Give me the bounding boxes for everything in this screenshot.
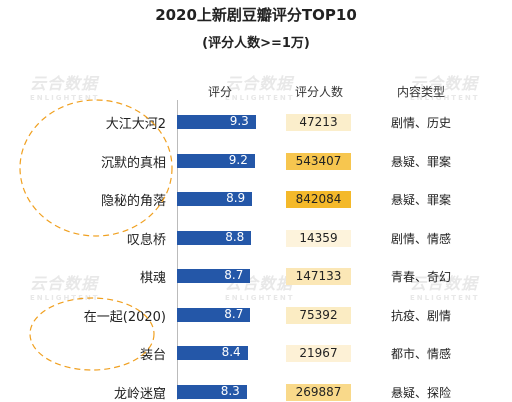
watermark-logo: 云合数据 ENLIGHTENT [225, 74, 295, 102]
rating-bar-track: 9.2 [177, 152, 267, 168]
rating-bar [177, 153, 255, 168]
rating-bar-track: 9.3 [177, 114, 267, 129]
rating-label: 8.7 [224, 268, 244, 282]
rating-bar [177, 115, 256, 129]
rating-bar [177, 346, 248, 360]
rating-label: 8.9 [226, 191, 246, 205]
row-name: 龙岭迷窟 [113, 386, 166, 402]
rating-bar [177, 269, 251, 283]
count-cell: 75392 [286, 306, 351, 324]
rating-label: 8.3 [220, 383, 240, 398]
chart-title: 2020上新剧豆瓣评分TOP10 [155, 6, 357, 24]
rating-bar [177, 384, 247, 399]
rating-label: 9.3 [229, 114, 249, 128]
watermark-logo: 云合数据 ENLIGHTENT [30, 74, 100, 102]
genre-cell: 剧情、情感 [390, 231, 451, 246]
column-header-rating: 评分 [207, 85, 232, 99]
highlight-circle-top [19, 99, 173, 237]
count-cell: 269887 [286, 383, 351, 401]
genre-cell: 悬疑、罪案 [390, 193, 451, 207]
row-name: 隐秘的角落 [100, 194, 166, 209]
column-header-genre: 内容类型 [396, 85, 445, 99]
watermark-logo: 云合数据 ENLIGHTENT [410, 74, 480, 102]
rating-label: 8.8 [225, 229, 245, 244]
row-name: 大江大河2 [105, 117, 166, 132]
genre-cell: 悬疑、罪案 [390, 154, 451, 169]
row-name: 在一起(2020) [83, 309, 166, 325]
rating-bar-track: 8.9 [177, 191, 267, 206]
genre-cell: 剧情、历史 [390, 116, 451, 130]
chart-subtitle: (评分人数>=1万) [202, 36, 310, 51]
rating-label: 8.4 [221, 345, 241, 359]
row-name: 装台 [139, 348, 166, 363]
count-cell: 14359 [286, 229, 351, 247]
rating-bar-track: 8.7 [177, 306, 267, 322]
rating-bar-track: 8.4 [177, 345, 267, 360]
rating-label: 8.7 [224, 306, 244, 321]
watermark-logo: 云合数据 ENLIGHTENT [30, 274, 100, 302]
rating-bar [177, 192, 253, 206]
watermark-logo: 云合数据 ENLIGHTENT [410, 274, 480, 302]
rating-bar-track: 8.8 [177, 229, 267, 245]
count-cell: 21967 [286, 345, 351, 362]
genre-cell: 青春、奇幻 [390, 270, 451, 284]
count-cell: 842084 [286, 191, 351, 208]
genre-cell: 都市、情感 [390, 347, 451, 361]
rating-bar [177, 307, 251, 322]
row-name: 棋魂 [139, 271, 166, 286]
rating-label: 9.2 [228, 152, 248, 167]
row-name: 沉默的真相 [100, 155, 166, 171]
row-name: 叹息桥 [126, 232, 166, 248]
rating-bar [177, 230, 252, 245]
genre-cell: 悬疑、探险 [390, 385, 451, 400]
count-cell: 47213 [286, 114, 351, 131]
rating-bar-track: 8.7 [177, 268, 267, 283]
count-cell: 543407 [286, 152, 351, 170]
rating-bar-track: 8.3 [177, 383, 267, 399]
genre-cell: 抗疫、剧情 [390, 308, 451, 323]
column-header-count: 评分人数 [294, 85, 343, 99]
axis-divider [177, 100, 178, 400]
count-cell: 147133 [286, 268, 351, 285]
highlight-circle-bottom [29, 297, 155, 371]
